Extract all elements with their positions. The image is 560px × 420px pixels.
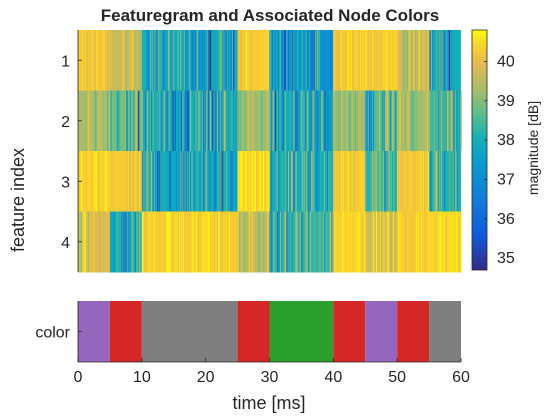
y-axis-label: feature index	[8, 148, 28, 252]
heatmap-cell-texture	[397, 151, 430, 212]
colorbar-tick-label: 37	[497, 172, 515, 189]
node-color-cell	[429, 301, 461, 362]
heatmap-cell-texture	[399, 90, 430, 152]
heatmap-cell-texture	[269, 211, 335, 273]
y-tick-label: 2	[61, 114, 70, 131]
heatmap-cell-texture	[368, 211, 398, 273]
heatmap-cell-texture	[143, 30, 238, 91]
y-tick-label: 3	[61, 174, 70, 191]
node-color-cell	[237, 301, 270, 362]
heatmap-cell-texture	[141, 211, 238, 273]
heatmap-cell	[397, 211, 430, 273]
x-tick-label: 20	[197, 369, 215, 386]
heatmap-cell-texture	[110, 90, 143, 152]
colorbar-tick-label: 36	[497, 211, 515, 228]
heatmap-cell-texture	[240, 151, 270, 212]
colorbar-tick-label: 38	[497, 132, 515, 149]
node-color-cell	[397, 301, 430, 362]
heatmap-cell-texture	[237, 90, 268, 152]
colorbar-tick-label: 39	[497, 93, 515, 110]
feature-row-1	[78, 30, 461, 91]
featuregram-heatmap	[78, 30, 462, 273]
feature-row-3	[78, 151, 461, 212]
chart-title: Featuregram and Associated Node Colors	[101, 6, 440, 25]
heatmap-cell-texture	[78, 90, 110, 152]
x-tick-label: 50	[388, 369, 406, 386]
heatmap-cell-texture	[429, 30, 461, 91]
heatmap-cell-texture	[397, 211, 429, 273]
heatmap-cell-texture	[333, 90, 366, 152]
heatmap-cell-texture	[365, 30, 398, 91]
node-color-cell	[269, 301, 334, 362]
heatmap-cell-texture	[269, 151, 332, 212]
heatmap-cell-texture	[270, 30, 333, 91]
heatmap-cell-texture	[365, 90, 398, 152]
x-tick-label: 60	[452, 369, 470, 386]
heatmap-cell	[237, 151, 270, 212]
x-axis-label: time [ms]	[232, 393, 305, 413]
node-color-cell	[109, 301, 142, 362]
heatmap-cell-texture	[237, 211, 269, 273]
node-color-cell	[78, 301, 110, 362]
heatmap-cell-texture	[142, 151, 237, 212]
heatmap-cell-texture	[109, 211, 143, 273]
y-tick-label: 1	[61, 53, 70, 70]
heatmap-cell-texture	[141, 90, 238, 152]
heatmap-cell-texture	[429, 211, 462, 273]
axes: 1 2 3 4 color 0 10 20 30 40 50 60	[35, 30, 470, 386]
colorbar-tick-label: 35	[497, 250, 515, 267]
y-tick-label: 4	[61, 235, 70, 252]
heatmap-cell-texture	[78, 151, 111, 212]
heatmap-cell-texture	[334, 30, 364, 91]
heatmap-cell-texture	[334, 211, 366, 273]
x-tick-label: 0	[74, 369, 83, 386]
feature-row-2	[78, 90, 462, 152]
node-color-cell	[333, 301, 366, 362]
node-color-strip	[78, 301, 461, 362]
x-tick-label: 10	[133, 369, 151, 386]
colorbar-gradient	[471, 29, 488, 271]
node-color-cell	[141, 301, 238, 362]
feature-row-4	[78, 211, 462, 273]
heatmap-cell-texture	[366, 151, 398, 212]
heatmap-cell-texture	[269, 90, 335, 152]
x-tick-label: 30	[261, 369, 279, 386]
color-strip-label: color	[35, 325, 70, 342]
node-color-cell	[365, 301, 398, 362]
colorbar-label: magnitude [dB]	[525, 101, 541, 195]
colorbar-tick-label: 40	[497, 53, 515, 70]
heatmap-cell-texture	[109, 30, 142, 91]
heatmap-cell-texture	[429, 90, 462, 152]
colorbar: 35 36 37 38 39 40	[471, 29, 515, 271]
x-tick-label: 40	[324, 369, 342, 386]
heatmap-cell-texture	[334, 151, 366, 212]
heatmap-cell-texture	[429, 151, 459, 212]
